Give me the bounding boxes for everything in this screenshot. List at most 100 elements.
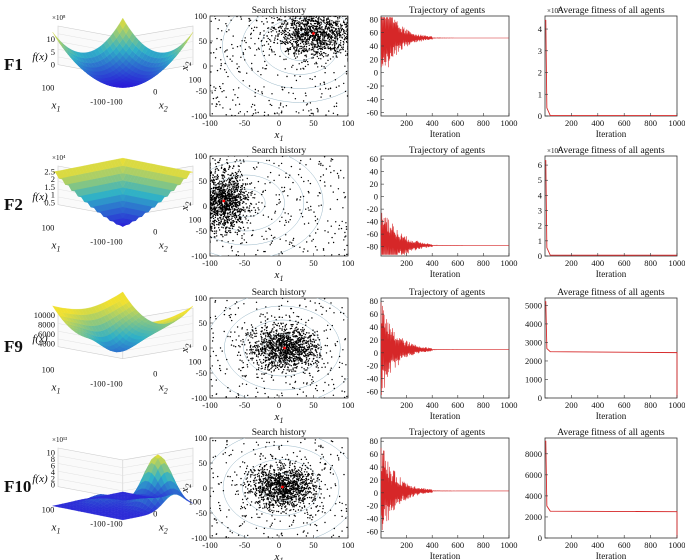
scatter-point <box>295 49 297 51</box>
scatter-point <box>235 208 237 211</box>
scatter-point <box>292 34 294 36</box>
scatter-point <box>230 313 232 316</box>
scatter-point <box>224 195 227 198</box>
scatter-point <box>282 41 285 44</box>
scatter-point <box>215 201 217 203</box>
scatter-point <box>222 223 225 225</box>
scatter-point <box>266 329 268 332</box>
scatter-point <box>347 57 348 60</box>
scatter-point <box>210 183 211 185</box>
scatter-point <box>269 38 271 41</box>
scatter-point <box>294 50 296 52</box>
scatter-point <box>239 71 241 73</box>
scatter-point <box>228 212 230 214</box>
scatter-point <box>319 54 321 56</box>
scatter-point <box>319 34 322 36</box>
scatter-point <box>297 360 299 362</box>
scatter-point <box>228 167 230 169</box>
scatter-point <box>257 356 259 358</box>
scatter-point <box>347 39 348 41</box>
scatter-panel-f2: Search history-100 -50 0 50 100100500-50-100… <box>179 146 354 283</box>
scatter-point <box>300 212 302 215</box>
scatter-point <box>232 189 234 191</box>
scatter-point <box>329 87 332 89</box>
scatter-point <box>345 73 348 75</box>
scatter-point <box>221 177 224 179</box>
scatter-point <box>241 242 243 244</box>
scatter-point <box>314 220 317 222</box>
scatter-point <box>221 183 223 185</box>
scatter-point <box>281 23 283 25</box>
scatter-point <box>291 18 293 21</box>
scatter-point <box>229 186 231 188</box>
scatter-point <box>219 68 222 70</box>
trajectory-xtick: 600 <box>451 118 464 128</box>
scatter-point <box>243 207 245 209</box>
scatter-point <box>345 25 347 28</box>
scatter-point <box>244 195 246 197</box>
scatter-point <box>341 390 343 392</box>
fitness-xlabel: Iteration <box>596 269 627 279</box>
scatter-point <box>217 169 220 171</box>
scatter-point <box>313 362 315 365</box>
scatter-ytick: 0 <box>203 201 207 211</box>
scatter-point <box>234 191 236 193</box>
scatter-point <box>229 108 231 110</box>
scatter-point <box>313 50 315 52</box>
scatter-point <box>308 358 311 360</box>
scatter-point <box>283 30 286 32</box>
scatter-point <box>301 38 303 41</box>
scatter-point <box>284 43 287 46</box>
scatter-point <box>314 38 316 40</box>
surface-facet <box>119 157 127 167</box>
scatter-point <box>278 18 281 20</box>
scatter-point <box>306 16 309 17</box>
fitness-title: Average fitness of all agents <box>557 145 665 156</box>
scatter-point <box>222 215 225 218</box>
scatter-point <box>290 36 292 38</box>
scatter-point <box>316 42 319 44</box>
scatter-point <box>296 31 298 34</box>
scatter-point <box>303 343 305 345</box>
scatter-point <box>315 384 318 387</box>
scatter-point <box>217 207 219 209</box>
scatter-point <box>231 43 233 46</box>
scatter-point <box>210 84 212 87</box>
scatter-point <box>304 65 307 68</box>
scatter-point <box>316 41 318 43</box>
scatter-point <box>315 366 317 368</box>
scatter-point <box>223 220 225 222</box>
scatter-point <box>308 42 310 44</box>
scatter-point <box>210 162 211 164</box>
scatter-point <box>302 251 304 253</box>
scatter-point <box>263 44 265 46</box>
scatter-point <box>322 46 324 48</box>
scatter-point <box>255 349 257 351</box>
scatter-contour <box>222 16 348 103</box>
scatter-point <box>345 54 347 57</box>
scatter-point <box>327 36 330 39</box>
scatter-point <box>323 21 325 24</box>
scatter-point <box>317 48 319 51</box>
scatter-point <box>246 222 248 224</box>
scatter-point <box>216 37 218 40</box>
scatter-point <box>272 237 275 239</box>
scatter-point <box>299 75 301 78</box>
scatter-point <box>219 85 221 88</box>
scatter-point <box>311 240 313 242</box>
scatter-point <box>228 29 230 31</box>
scatter-point <box>287 300 289 303</box>
scatter-point <box>249 205 251 207</box>
scatter-point <box>335 55 337 57</box>
scatter-point <box>306 50 309 53</box>
scatter-point <box>261 202 263 204</box>
scatter-point <box>340 48 342 51</box>
scatter-point <box>308 38 310 40</box>
scatter-point <box>228 184 231 186</box>
scatter-point <box>235 186 237 188</box>
scatter-point <box>210 222 211 225</box>
scatter-point <box>289 17 291 19</box>
scatter-point <box>309 102 312 104</box>
scatter-contour <box>210 160 305 246</box>
scatter-point <box>225 180 227 182</box>
